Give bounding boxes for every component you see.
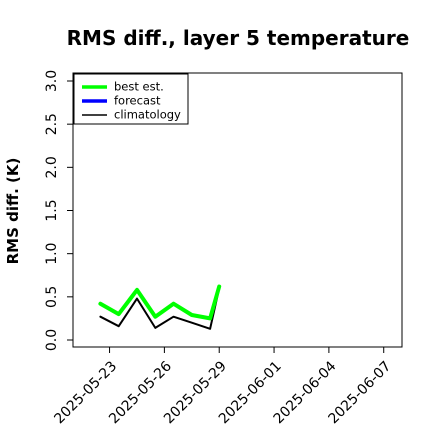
chart-title: RMS diff., layer 5 temperature [67,26,410,50]
y-axis-label: RMS diff. (K) [4,158,22,265]
y-tick-label: 0.0 [44,329,60,351]
series-line-best-est [98,284,222,321]
y-tick-label: 2.5 [44,113,60,135]
x-axis: 2025-05-232025-05-262025-05-292025-06-01… [51,347,394,427]
y-tick-label: 2.0 [44,156,60,178]
series-line-climatology [99,287,221,330]
y-tick-label: 3.0 [44,70,60,92]
y-tick-label: 0.5 [44,286,60,308]
series-layer [98,284,222,330]
legend-label: forecast [114,94,161,108]
legend-label: best est. [114,80,164,94]
y-tick-label: 1.5 [44,199,60,221]
y-tick-label: 1.0 [44,243,60,265]
legend-label: climatology [114,108,181,122]
y-axis: 0.0 0.5 1.0 1.5 2.0 2.5 3.0 [44,70,73,351]
